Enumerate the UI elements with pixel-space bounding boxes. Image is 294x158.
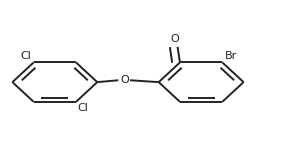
Text: O: O xyxy=(170,34,179,44)
Text: O: O xyxy=(120,75,129,85)
Text: Cl: Cl xyxy=(20,51,31,61)
Text: Br: Br xyxy=(225,51,237,61)
Text: Cl: Cl xyxy=(78,103,88,113)
